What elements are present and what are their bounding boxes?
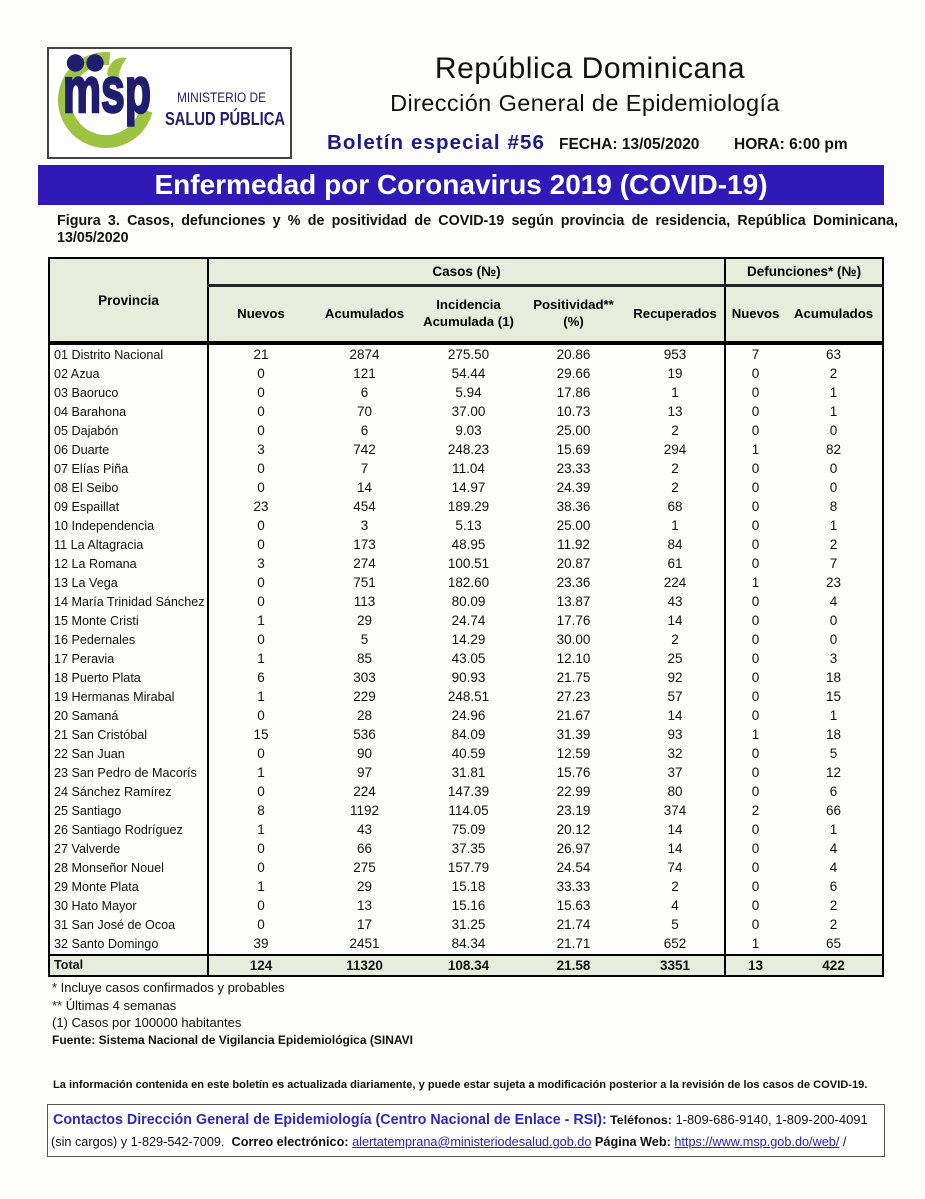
svg-text:MINISTERIO DE: MINISTERIO DE (177, 90, 266, 105)
svg-text:SALUD PÚBLICA: SALUD PÚBLICA (165, 108, 285, 129)
svg-text:msp: msp (63, 54, 151, 126)
